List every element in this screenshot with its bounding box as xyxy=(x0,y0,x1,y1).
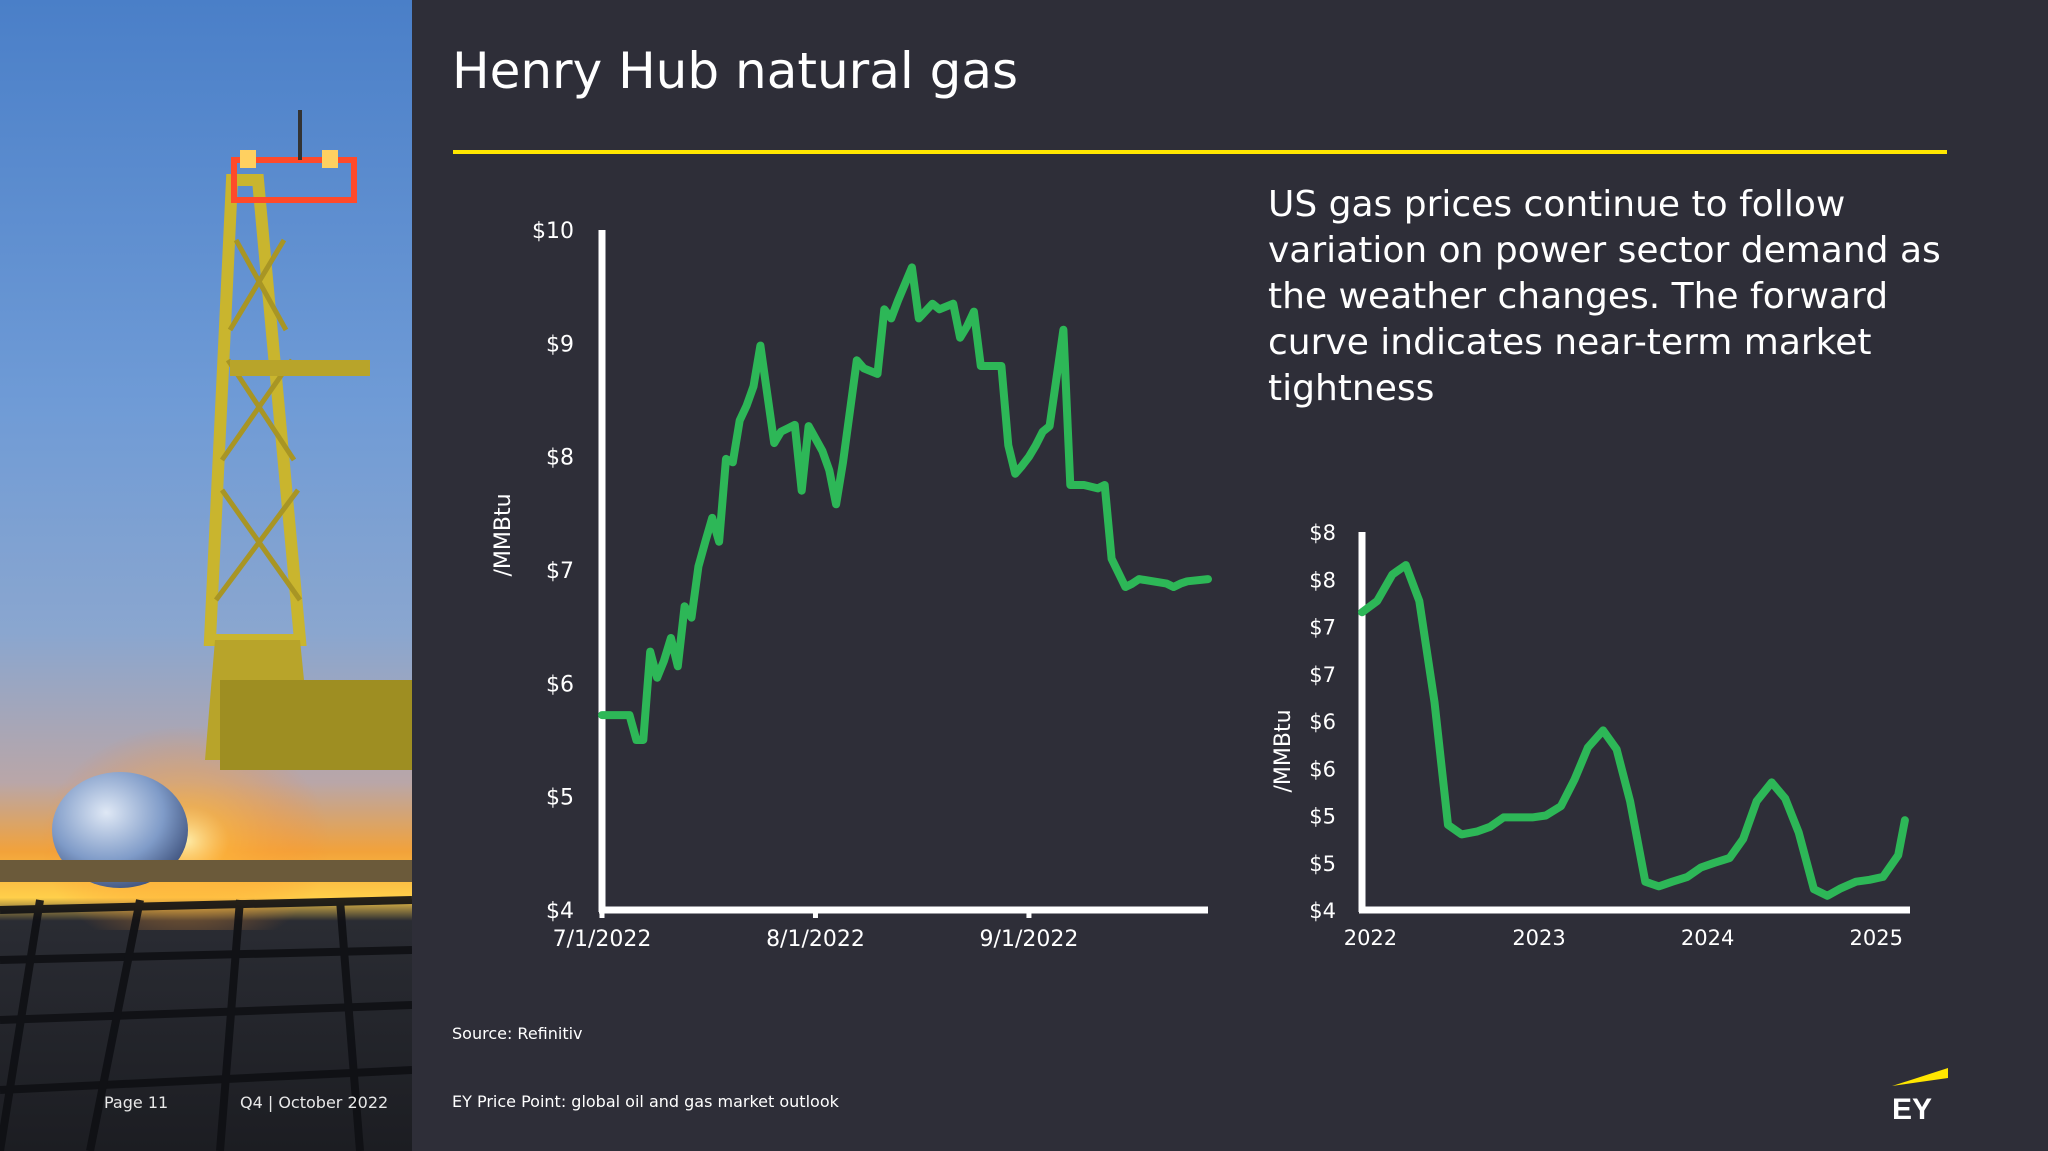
y-tick-label: $6 xyxy=(1309,757,1336,781)
y-tick-label: $7 xyxy=(546,559,574,584)
x-tick-label: 2022 xyxy=(1344,926,1397,950)
forward-curve-chart: $4 $5 $5 $6 $6 $7 $7 $8 $8 2022 2023 2024 2025/MMBtu xyxy=(1250,510,1940,965)
source-note: Source: Refinitiv xyxy=(452,1024,583,1043)
y-tick-label: $7 xyxy=(1309,663,1336,687)
y-tick-label: $7 xyxy=(1309,616,1336,640)
quarter-label: Q4 | October 2022 xyxy=(240,1093,389,1112)
forward-curve-series-line xyxy=(1358,561,1909,900)
y-tick-label: $4 xyxy=(546,899,574,924)
svg-text:EY: EY xyxy=(1892,1093,1932,1124)
footer-title: EY Price Point: global oil and gas marke… xyxy=(452,1092,839,1111)
ey-logo: EY xyxy=(1892,1068,1948,1124)
daily-price-chart-svg: $4 $5 $6 $7 $8 $9 $10 7/1/2022 8/1/2022 9/1/2022 /… xyxy=(491,219,1212,952)
x-tick-label: 2023 xyxy=(1512,926,1565,950)
y-tick-label: $8 xyxy=(1309,568,1336,592)
y-axis-label: /MMBtu xyxy=(1271,709,1296,792)
page-number: Page 11 xyxy=(104,1093,169,1112)
y-tick-label: $8 xyxy=(546,446,574,471)
y-tick-label: $10 xyxy=(532,219,574,244)
x-tick-label: 2024 xyxy=(1681,926,1734,950)
x-tick-label: 8/1/2022 xyxy=(766,927,865,952)
y-tick-label: $9 xyxy=(546,332,574,357)
y-tick-label: $5 xyxy=(1309,852,1336,876)
y-tick-label: $6 xyxy=(1309,710,1336,734)
y-tick-label: $6 xyxy=(546,672,574,697)
slide-title: Henry Hub natural gas xyxy=(452,42,1019,100)
y-tick-label: $5 xyxy=(546,786,574,811)
x-tick-label: 9/1/2022 xyxy=(980,927,1079,952)
y-axis-label: /MMBtu xyxy=(491,493,516,576)
daily-price-series-line xyxy=(598,263,1212,744)
x-tick-label: 2025 xyxy=(1850,926,1903,950)
y-tick-label: $5 xyxy=(1309,805,1336,829)
daily-price-chart: $4 $5 $6 $7 $8 $9 $10 7/1/2022 8/1/2022 9/1/2022 /… xyxy=(470,205,1230,965)
rig-photo xyxy=(0,0,412,1151)
y-tick-label: $4 xyxy=(1309,899,1336,923)
title-underline xyxy=(453,150,1947,154)
x-tick-label: 7/1/2022 xyxy=(553,927,652,952)
y-tick-label: $8 xyxy=(1309,521,1336,545)
forward-curve-chart-svg: $4 $5 $5 $6 $6 $7 $7 $8 $8 2022 2023 2024 2025/MMBtu xyxy=(1271,521,1910,950)
commentary-text: US gas prices continue to follow variati… xyxy=(1268,184,1941,409)
